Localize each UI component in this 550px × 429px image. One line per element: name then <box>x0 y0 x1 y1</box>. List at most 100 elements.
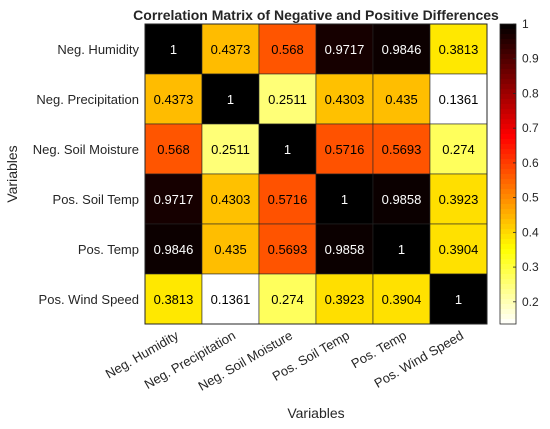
x-axis-label: Variables <box>287 405 344 421</box>
colorbar-band <box>500 74 516 80</box>
cell-value-label: 0.5716 <box>325 142 365 157</box>
heatmap-cell <box>144 273 203 325</box>
colorbar-tick-label: 0.7 <box>522 121 539 135</box>
colorbar-band <box>500 154 516 160</box>
plot-frame <box>144 23 488 325</box>
colorbar-tick-label: 0.2 <box>522 295 539 309</box>
colorbar-band <box>500 194 516 200</box>
heatmap-cell <box>258 223 317 275</box>
y-tick-labels: Neg. Humidity Neg. Precipitation Neg. Soil… <box>33 42 140 307</box>
colorbar-band <box>500 119 516 125</box>
cell-value-label: 0.5716 <box>268 192 308 207</box>
cell-value-label: 0.9717 <box>325 42 365 57</box>
cell-value-label: 0.4303 <box>211 192 251 207</box>
cell-value-label: 0.9858 <box>325 242 365 257</box>
heatmap-cell <box>201 123 260 175</box>
colorbar-band <box>500 59 516 65</box>
colorbar-band <box>500 104 516 110</box>
heatmap-cell <box>201 73 260 125</box>
colorbar-band <box>500 314 516 320</box>
heatmap-cell <box>258 123 317 175</box>
heatmap-cell <box>372 123 431 175</box>
colorbar-band <box>500 54 516 60</box>
colorbar-band <box>500 244 516 250</box>
colorbar-band <box>500 189 516 195</box>
colorbar-band <box>500 79 516 85</box>
cell-value-label: 0.1361 <box>439 92 479 107</box>
cell-value-label: 0.2511 <box>211 142 250 157</box>
colorbar-band <box>500 139 516 145</box>
cell-value-label: 0.5693 <box>268 242 308 257</box>
colorbar-band <box>500 64 516 70</box>
heatmap-cell <box>258 173 317 225</box>
cell-value-label: 0.3923 <box>439 192 479 207</box>
colorbar-tick-label: 0.5 <box>522 191 539 205</box>
colorbar-band <box>500 299 516 305</box>
cell-value-label: 1 <box>455 292 462 307</box>
colorbar-tick-label: 0.8 <box>522 86 539 100</box>
heatmap-cell <box>144 123 203 175</box>
cell-value-label: 1 <box>341 192 348 207</box>
colorbar-band <box>500 294 516 300</box>
cell-value-label: 0.2511 <box>268 92 307 107</box>
colorbar-band <box>500 224 516 230</box>
heatmap-cell <box>315 223 374 275</box>
colorbar-band <box>500 39 516 45</box>
colorbar-tick-label: 0.9 <box>522 52 539 66</box>
heatmap-cell <box>429 273 488 325</box>
heatmap-cell <box>315 23 374 75</box>
colorbar-band <box>500 209 516 215</box>
cell-value-label: 0.4373 <box>154 92 194 107</box>
colorbar-band <box>500 214 516 220</box>
colorbar-band <box>500 94 516 100</box>
colorbar-band <box>500 274 516 280</box>
y-tick-label: Pos. Soil Temp <box>53 192 139 207</box>
colorbar-band <box>500 69 516 75</box>
heatmap-cells: 1 0.4373 0.568 0.9717 0.9846 0.3813 0.4373 1 0.2… <box>144 23 488 325</box>
cell-value-label: 0.9717 <box>154 192 194 207</box>
heatmap-cell <box>429 73 488 125</box>
colorbar-band <box>500 304 516 310</box>
colorbar-band <box>500 219 516 225</box>
colorbar-tick-label: 1 <box>522 17 529 31</box>
colorbar-band <box>500 264 516 270</box>
colorbar: 0.2 0.3 0.4 0.5 0.6 0.7 0.8 0.9 1 <box>499 17 539 325</box>
cell-value-label: 0.4373 <box>211 42 251 57</box>
colorbar-band <box>500 169 516 175</box>
colorbar-band <box>500 184 516 190</box>
colorbar-frame <box>499 23 517 325</box>
cell-value-label: 0.3923 <box>325 292 365 307</box>
colorbar-band <box>500 319 516 325</box>
heatmap-cell <box>201 23 260 75</box>
colorbar-band <box>500 254 516 260</box>
y-tick-label: Pos. Wind Speed <box>39 292 139 307</box>
cell-value-label: 1 <box>227 92 234 107</box>
cell-value-label: 0.3813 <box>154 292 194 307</box>
colorbar-band <box>500 279 516 285</box>
colorbar-band <box>500 84 516 90</box>
y-tick-label: Neg. Precipitation <box>36 92 139 107</box>
y-axis-label: Variables <box>4 145 20 202</box>
colorbar-band <box>500 29 516 35</box>
cell-value-label: 0.3813 <box>439 42 479 57</box>
cell-value-label: 0.274 <box>271 292 304 307</box>
heatmap-cell <box>144 173 203 225</box>
cell-value-label: 0.9846 <box>382 42 422 57</box>
colorbar-band <box>500 129 516 135</box>
colorbar-band <box>500 179 516 185</box>
colorbar-band <box>500 269 516 275</box>
colorbar-tick-label: 0.3 <box>522 260 539 274</box>
colorbar-band <box>500 259 516 265</box>
heatmap-cell <box>372 173 431 225</box>
cell-value-label: 0.568 <box>271 42 304 57</box>
heatmap-cell <box>201 173 260 225</box>
cell-value-label: 0.9846 <box>154 242 194 257</box>
cell-value-label: 0.5693 <box>382 142 422 157</box>
heatmap-cell <box>144 223 203 275</box>
colorbar-band <box>500 114 516 120</box>
colorbar-band <box>500 49 516 55</box>
heatmap-cell <box>144 23 203 75</box>
cell-value-label: 0.274 <box>442 142 475 157</box>
